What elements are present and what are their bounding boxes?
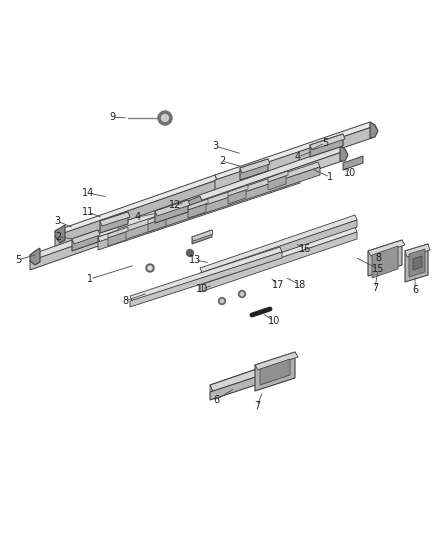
Polygon shape	[155, 200, 190, 216]
Text: 10: 10	[196, 284, 208, 294]
Text: 14: 14	[82, 188, 94, 198]
Polygon shape	[183, 196, 202, 212]
Polygon shape	[255, 352, 295, 391]
Text: 4: 4	[135, 212, 141, 222]
Polygon shape	[185, 152, 342, 215]
Text: 3: 3	[212, 141, 218, 151]
Polygon shape	[370, 122, 378, 138]
Circle shape	[187, 249, 194, 256]
Text: 6: 6	[213, 395, 219, 405]
Text: 8: 8	[375, 253, 381, 263]
Text: 7: 7	[254, 401, 260, 411]
Text: 4: 4	[295, 152, 301, 162]
Polygon shape	[155, 200, 188, 223]
Polygon shape	[192, 230, 213, 241]
Polygon shape	[108, 227, 128, 238]
Text: 12: 12	[169, 200, 181, 210]
Polygon shape	[228, 190, 246, 204]
Text: 11: 11	[82, 207, 94, 217]
Polygon shape	[130, 252, 282, 307]
Polygon shape	[260, 359, 290, 385]
Text: 16: 16	[299, 244, 311, 254]
Polygon shape	[340, 146, 348, 161]
Text: 5: 5	[322, 138, 328, 148]
Text: 1: 1	[327, 172, 333, 182]
Text: 15: 15	[372, 264, 384, 274]
Polygon shape	[30, 248, 40, 265]
Circle shape	[146, 264, 154, 272]
Polygon shape	[255, 352, 298, 370]
Polygon shape	[55, 225, 65, 243]
Text: 5: 5	[15, 255, 21, 265]
Circle shape	[220, 300, 223, 303]
Text: 6: 6	[412, 285, 418, 295]
Polygon shape	[188, 204, 206, 218]
Polygon shape	[30, 206, 187, 270]
Polygon shape	[210, 368, 283, 400]
Polygon shape	[200, 220, 357, 280]
Text: 17: 17	[272, 280, 284, 290]
Text: 10: 10	[268, 316, 280, 326]
Polygon shape	[215, 122, 372, 180]
Polygon shape	[100, 212, 130, 226]
Polygon shape	[372, 246, 398, 278]
Polygon shape	[185, 146, 342, 206]
Polygon shape	[200, 215, 357, 273]
Polygon shape	[210, 361, 283, 392]
Polygon shape	[100, 212, 128, 233]
Polygon shape	[118, 167, 320, 242]
Polygon shape	[368, 240, 402, 276]
Polygon shape	[130, 247, 282, 301]
Polygon shape	[268, 176, 286, 190]
Polygon shape	[30, 200, 187, 261]
Text: 8: 8	[122, 296, 128, 306]
Text: 1: 1	[87, 274, 93, 284]
Polygon shape	[368, 240, 405, 256]
Polygon shape	[98, 175, 300, 250]
Polygon shape	[200, 227, 357, 285]
Polygon shape	[343, 156, 363, 170]
Text: 9: 9	[109, 112, 115, 122]
Text: 10: 10	[344, 168, 356, 178]
Polygon shape	[405, 244, 428, 282]
Polygon shape	[55, 180, 217, 247]
Polygon shape	[240, 159, 270, 173]
Polygon shape	[310, 134, 345, 150]
Polygon shape	[118, 162, 320, 234]
Polygon shape	[200, 232, 357, 292]
Circle shape	[219, 297, 226, 304]
Polygon shape	[215, 127, 372, 191]
Polygon shape	[409, 249, 425, 277]
Text: 2: 2	[219, 156, 225, 166]
Text: 3: 3	[54, 216, 60, 226]
Circle shape	[158, 111, 172, 125]
Polygon shape	[413, 256, 422, 270]
Text: 18: 18	[294, 280, 306, 290]
Polygon shape	[405, 244, 430, 257]
Polygon shape	[268, 171, 288, 182]
Circle shape	[239, 290, 246, 297]
Text: 13: 13	[189, 255, 201, 265]
Polygon shape	[310, 134, 343, 157]
Text: 7: 7	[372, 283, 378, 293]
Circle shape	[148, 266, 152, 270]
Polygon shape	[240, 159, 268, 180]
Polygon shape	[228, 185, 248, 196]
Polygon shape	[188, 199, 208, 210]
Polygon shape	[148, 218, 166, 232]
Text: 2: 2	[55, 232, 61, 242]
Polygon shape	[148, 213, 168, 224]
Polygon shape	[98, 170, 300, 242]
Polygon shape	[108, 232, 126, 246]
Polygon shape	[72, 230, 98, 251]
Polygon shape	[210, 361, 283, 392]
Polygon shape	[55, 175, 217, 236]
Circle shape	[162, 115, 169, 122]
Circle shape	[240, 293, 244, 295]
Polygon shape	[72, 230, 100, 244]
Polygon shape	[192, 230, 212, 244]
